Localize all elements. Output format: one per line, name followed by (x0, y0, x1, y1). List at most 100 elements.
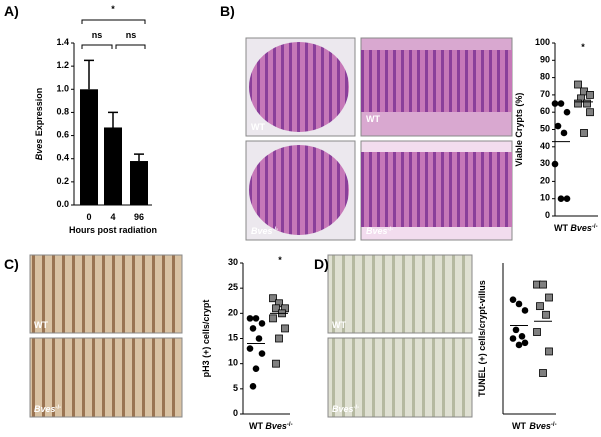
data-point (252, 365, 260, 373)
data-point (272, 359, 280, 368)
y-tick-label: 0.2 (56, 176, 69, 186)
y-tick-label: 30 (540, 158, 550, 168)
panel-label: B) (220, 3, 235, 19)
y-tick-label: 25 (228, 283, 238, 293)
y-axis-label: TUNEL (+) cells/crypt-villus (477, 280, 487, 397)
image-label: Bves-/- (251, 226, 278, 236)
x-tick-label: 0 (86, 212, 91, 222)
data-point (586, 91, 594, 99)
panel-label: C) (4, 256, 19, 272)
x-tick-label: Bves-/- (529, 421, 556, 431)
data-point (272, 304, 280, 313)
y-tick-label: 0 (545, 210, 550, 220)
data-point (246, 315, 254, 322)
annotation: * (111, 4, 115, 14)
y-tick-label: 90 (540, 55, 550, 65)
data-point (521, 339, 529, 347)
annotation: * (581, 42, 585, 52)
data-point (574, 80, 582, 89)
y-tick-label: 1.4 (56, 37, 69, 47)
data-point (515, 300, 523, 308)
data-point (539, 280, 547, 289)
x-tick-label: WT (554, 223, 568, 233)
data-point (586, 108, 594, 117)
y-tick-label: 1.0 (56, 84, 69, 94)
bar (80, 89, 98, 205)
data-point (583, 99, 591, 108)
y-tick-label: 20 (228, 308, 238, 318)
data-point (533, 328, 541, 336)
data-point (536, 302, 544, 311)
y-tick-label: 40 (540, 141, 550, 151)
image-label: WT (251, 122, 265, 132)
y-tick-label: 10 (228, 358, 238, 368)
image-label: Bves-/- (34, 404, 61, 414)
data-point (574, 99, 582, 108)
annotation: ns (126, 30, 137, 40)
y-tick-label: 5 (233, 383, 238, 393)
data-point (269, 314, 277, 323)
data-point (542, 310, 550, 319)
data-point (563, 195, 571, 202)
significance-bracket (115, 44, 146, 49)
y-axis-label: pH3 (+) cells/crypt (201, 300, 211, 378)
data-point (580, 129, 588, 137)
panel-label: A) (4, 3, 19, 19)
y-tick-label: 20 (540, 176, 550, 186)
significance-bracket (81, 44, 113, 49)
bar (104, 127, 122, 205)
y-tick-label: 0.8 (56, 107, 69, 117)
data-point (249, 325, 257, 332)
error-bar (134, 153, 144, 162)
image-label: WT (332, 320, 346, 330)
data-point (551, 100, 559, 107)
x-tick-label: 96 (134, 212, 144, 222)
error-bar (84, 59, 94, 90)
x-tick-label: Bves-/- (265, 421, 292, 431)
data-point (557, 195, 565, 202)
y-tick-label: 0.6 (56, 130, 69, 140)
y-tick-label: 1.2 (56, 61, 69, 71)
significance-bracket (81, 19, 146, 24)
data-point (521, 307, 529, 314)
x-axis-label: Hours post radiation (69, 225, 157, 235)
x-tick-label: 4 (110, 212, 115, 222)
data-point (554, 122, 562, 130)
data-point (249, 383, 257, 390)
x-tick-label: WT (249, 421, 263, 431)
data-point (515, 341, 523, 349)
data-point (281, 324, 289, 333)
image-label: Bves-/- (332, 404, 359, 414)
data-point (509, 296, 517, 303)
y-axis-label: Viable Crypts (%) (514, 93, 524, 167)
y-tick-label: 50 (540, 124, 550, 134)
histology-images (29, 37, 513, 418)
data-point (518, 333, 526, 340)
error-bar (108, 111, 118, 128)
image-label: WT (366, 114, 380, 124)
data-point (275, 334, 283, 343)
y-axis-label: Bves Expression (34, 88, 44, 161)
data-point (557, 100, 565, 107)
data-point (539, 369, 547, 377)
panel-label: D) (314, 256, 329, 272)
image-label: Bves-/- (366, 226, 393, 236)
bar (130, 161, 148, 205)
y-tick-label: 100 (535, 37, 550, 47)
y-tick-label: 15 (228, 333, 238, 343)
y-tick-label: 80 (540, 72, 550, 82)
data-point (545, 347, 553, 356)
data-point (258, 350, 266, 357)
y-tick-label: 70 (540, 89, 550, 99)
data-point (255, 335, 263, 342)
y-tick-label: 10 (540, 193, 550, 203)
annotation: ns (92, 30, 103, 40)
y-tick-label: 60 (540, 107, 550, 117)
data-point (509, 335, 517, 342)
image-label: WT (34, 320, 48, 330)
data-point (258, 320, 266, 327)
data-point (512, 326, 520, 334)
y-tick-label: 0.0 (56, 199, 69, 209)
y-tick-label: 0.4 (56, 153, 69, 163)
